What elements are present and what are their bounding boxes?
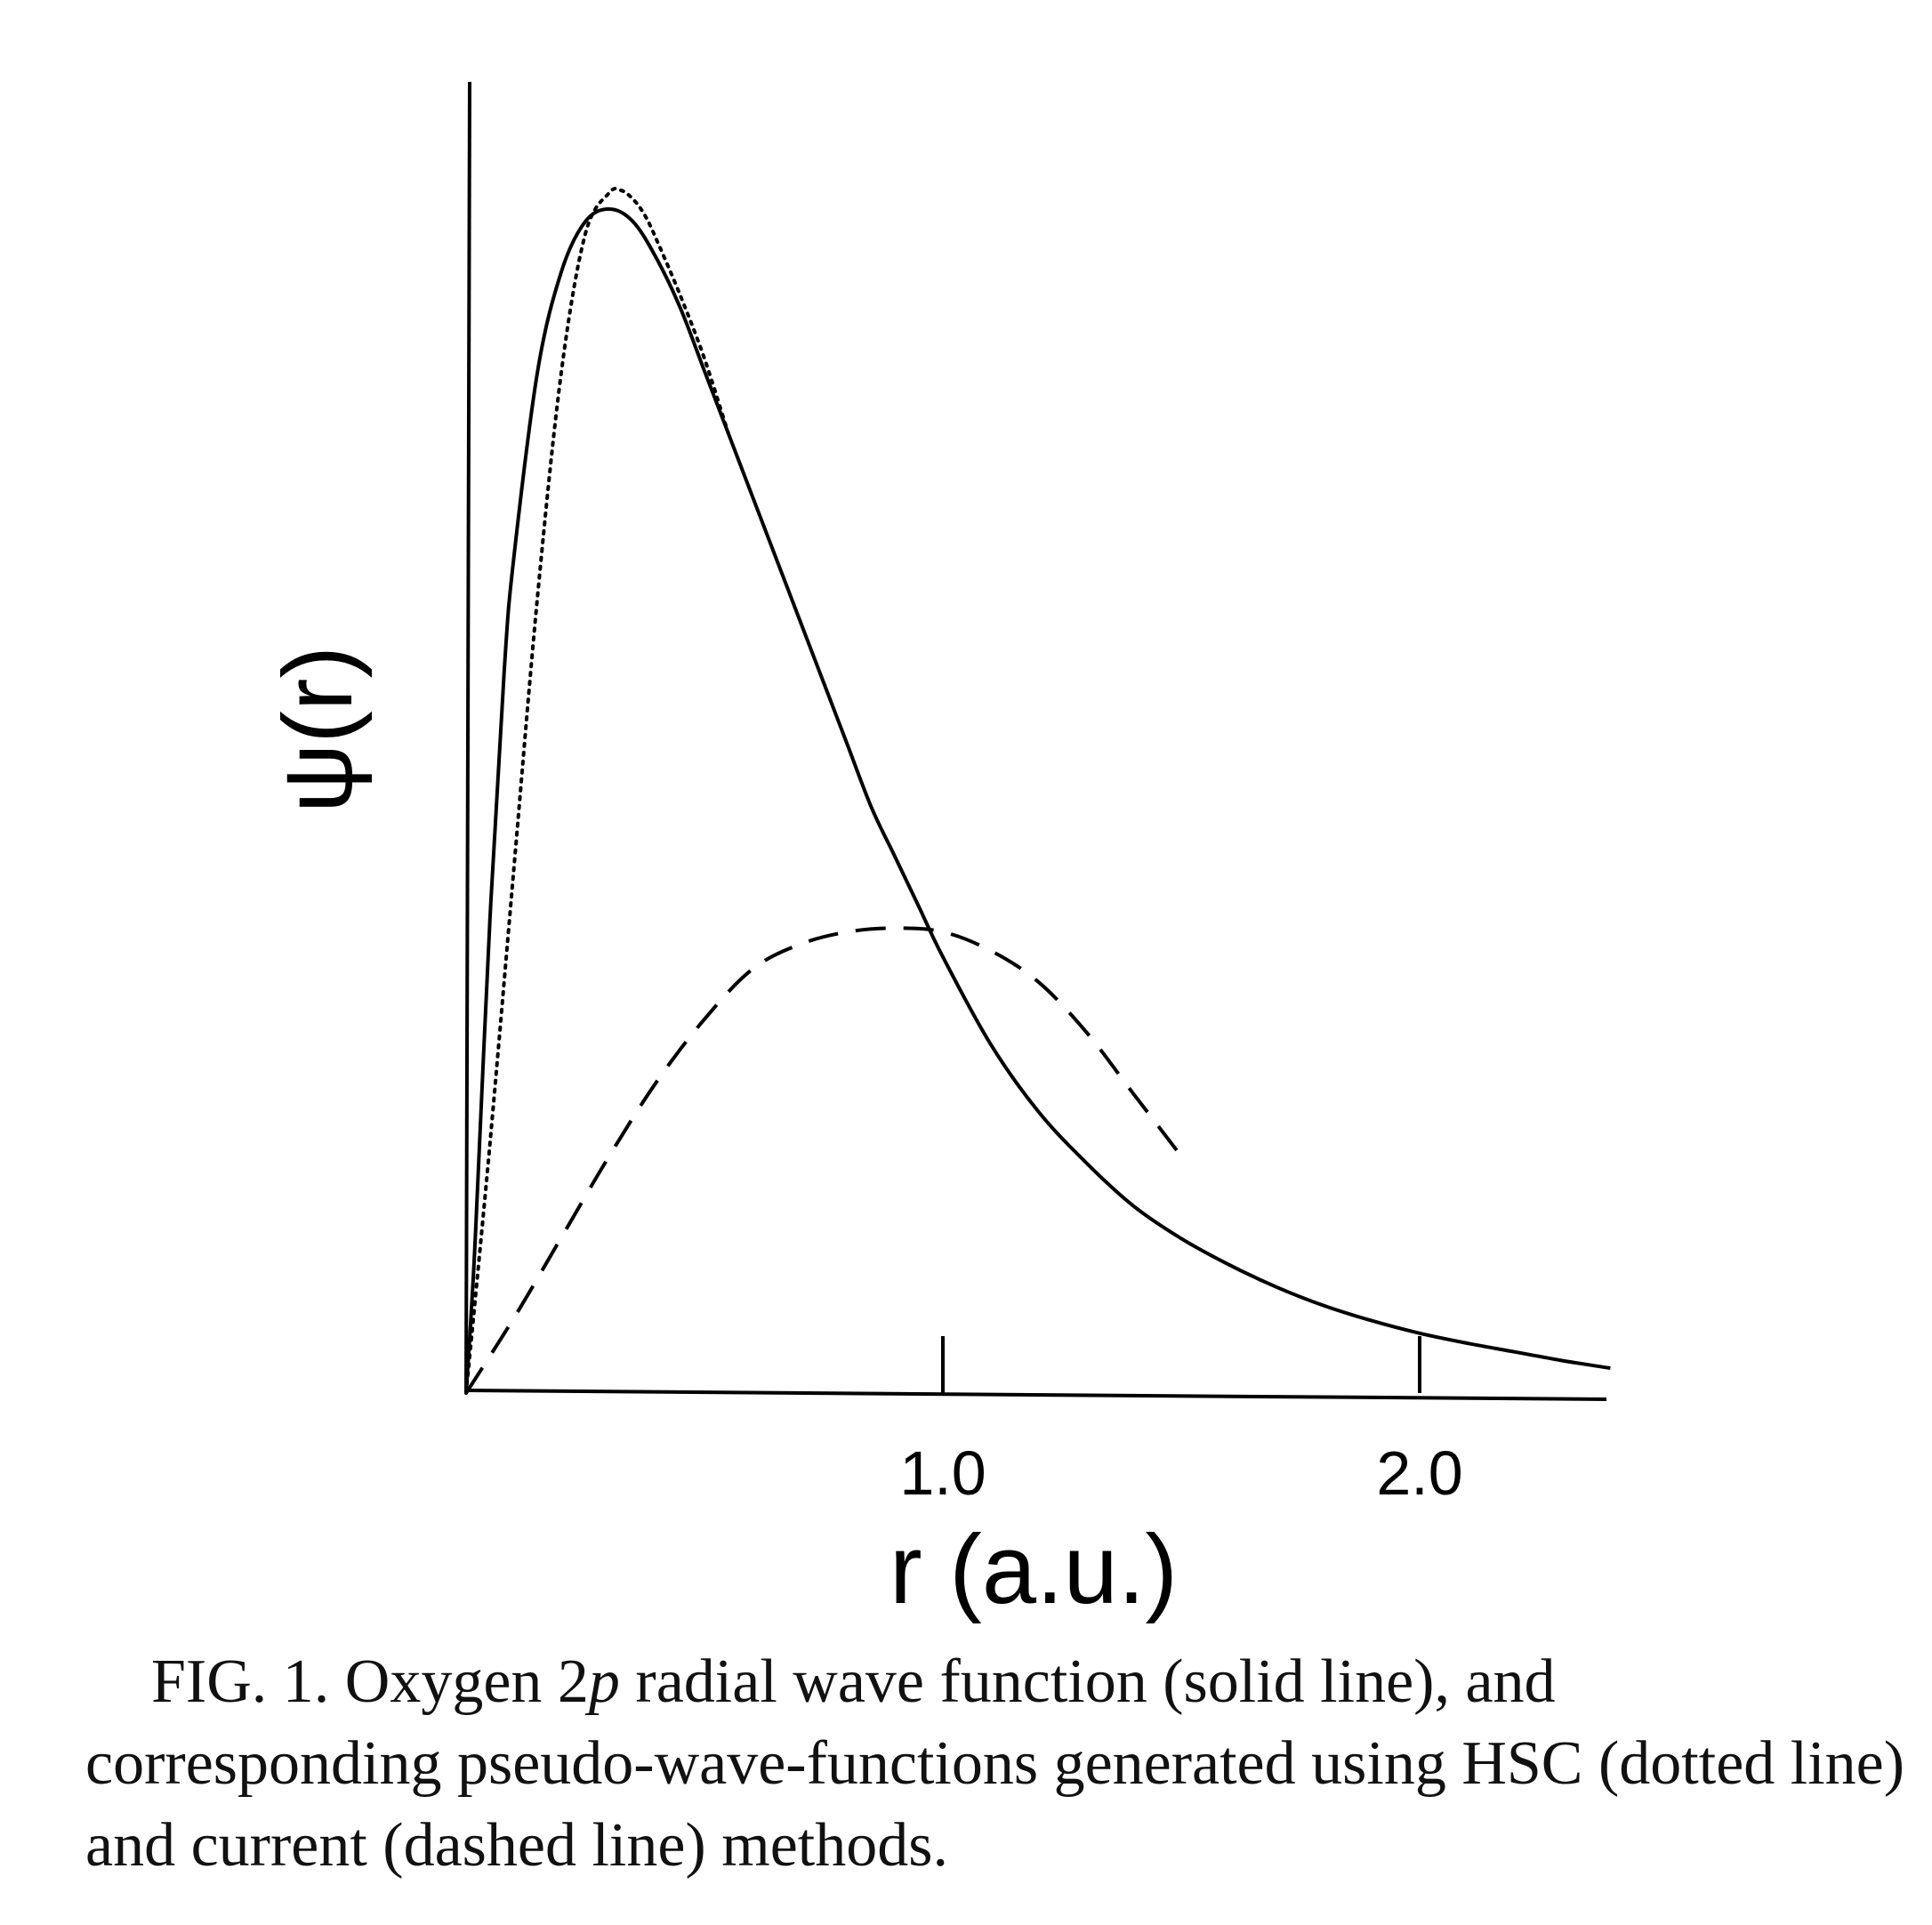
- series-layer: [464, 186, 1611, 1395]
- caption-italic: p: [588, 1647, 620, 1716]
- axes: [463, 81, 1607, 1401]
- radial-wave-function-chart: 1.0 2.0 r (a.u.) ψ(r): [263, 81, 1611, 1624]
- x-ticks: 1.0 2.0: [899, 1336, 1463, 1508]
- x-axis-line: [463, 1389, 1607, 1401]
- caption-lead: FIG. 1. Oxygen 2: [151, 1647, 589, 1716]
- caption-text: radial wave function (solid line), and c…: [85, 1647, 1905, 1880]
- x-axis-label: r (a.u.): [890, 1515, 1178, 1624]
- x-tick-label: 1.0: [899, 1438, 986, 1508]
- y-axis-label: ψ(r): [263, 646, 373, 813]
- x-tick-label: 2.0: [1376, 1438, 1462, 1508]
- dashed-series-line: [464, 926, 1183, 1395]
- figure-caption: FIG. 1. Oxygen 2p radial wave function (…: [85, 1641, 1909, 1887]
- solid-series-line: [464, 206, 1611, 1394]
- y-axis-line: [464, 81, 471, 1390]
- dotted-series-line: [464, 186, 730, 1395]
